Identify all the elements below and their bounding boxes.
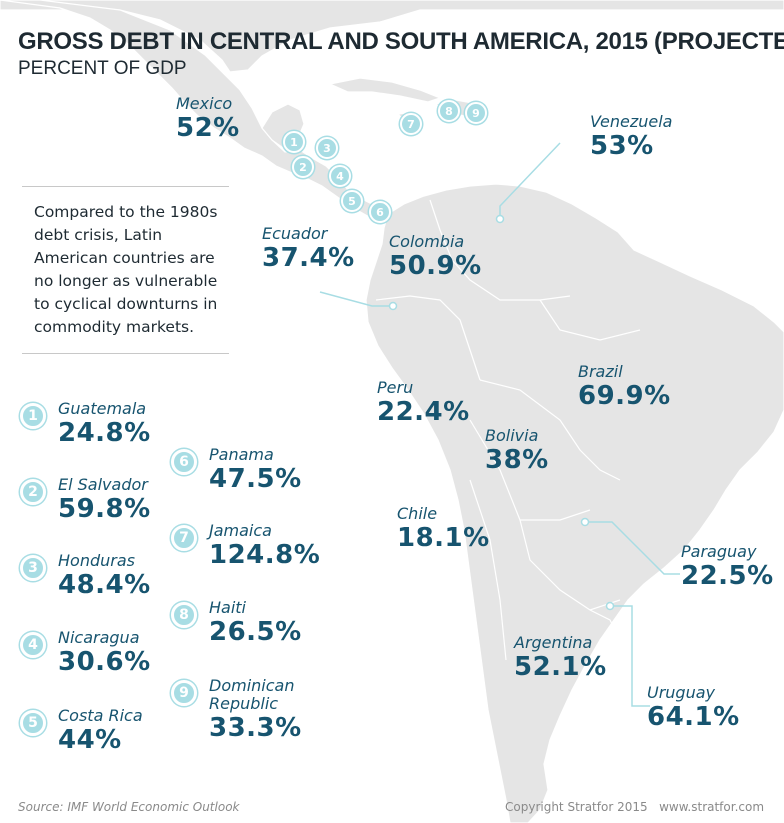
number-badge: 3 [20, 555, 46, 581]
country-label-chile: Chile 18.1% [397, 504, 490, 553]
legend-value: 44% [58, 725, 143, 755]
legend-name: Panama [209, 446, 302, 464]
legend-name: Guatemala [58, 400, 151, 418]
country-label-mexico: Mexico 52% [176, 94, 240, 143]
number-badge: 7 [171, 525, 197, 551]
map-marker-7: 7 [400, 113, 422, 135]
country-name: Argentina [514, 633, 607, 652]
legend-value: 33.3% [209, 713, 319, 743]
country-label-uruguay: Uruguay 64.1% [647, 683, 740, 732]
country-value: 22.4% [377, 397, 470, 427]
country-value: 50.9% [389, 251, 482, 281]
page-subtitle: PERCENT OF GDP [18, 58, 187, 80]
country-value: 52% [176, 113, 240, 143]
country-value: 69.9% [578, 381, 671, 411]
country-name: Peru [377, 378, 470, 397]
page-title: GROSS DEBT IN CENTRAL AND SOUTH AMERICA,… [18, 28, 784, 56]
legend-name: Dominican Republic [209, 677, 319, 713]
legend-name: Haiti [209, 599, 302, 617]
legend-value: 30.6% [58, 647, 151, 677]
number-badge: 2 [20, 479, 46, 505]
number-badge: 6 [171, 449, 197, 475]
country-label-peru: Peru 22.4% [377, 378, 470, 427]
map-marker-5: 5 [341, 190, 363, 212]
country-value: 38% [485, 445, 549, 475]
country-value: 52.1% [514, 652, 607, 682]
country-name: Colombia [389, 232, 482, 251]
country-name: Brazil [578, 362, 671, 381]
country-name: Chile [397, 504, 490, 523]
country-name: Paraguay [681, 542, 774, 561]
country-name: Bolivia [485, 426, 549, 445]
country-name: Venezuela [590, 112, 672, 131]
number-badge: 8 [171, 602, 197, 628]
number-badge: 4 [20, 632, 46, 658]
legend-value: 26.5% [209, 617, 302, 647]
map-marker-4: 4 [329, 165, 351, 187]
country-label-ecuador: Ecuador 37.4% [262, 224, 355, 273]
country-label-venezuela: Venezuela 53% [590, 112, 672, 161]
website-link[interactable]: www.stratfor.com [659, 800, 764, 814]
country-name: Mexico [176, 94, 240, 113]
legend-value: 48.4% [58, 570, 151, 600]
map-marker-1: 1 [283, 131, 305, 153]
country-label-brazil: Brazil 69.9% [578, 362, 671, 411]
legend-name: Jamaica [209, 522, 320, 540]
number-badge: 1 [20, 403, 46, 429]
country-label-bolivia: Bolivia 38% [485, 426, 549, 475]
cuba-island [330, 78, 440, 102]
copyright-text: Copyright Stratfor 2015 [505, 800, 648, 814]
legend-name: Nicaragua [58, 629, 151, 647]
country-label-paraguay: Paraguay 22.5% [681, 542, 774, 591]
number-badge: 5 [20, 710, 46, 736]
map-marker-2: 2 [292, 156, 314, 178]
map-marker-9: 9 [465, 102, 487, 124]
explanatory-note: Compared to the 1980s debt crisis, Latin… [22, 186, 229, 354]
map-marker-8: 8 [438, 100, 460, 122]
legend-value: 24.8% [58, 418, 151, 448]
legend-value: 47.5% [209, 464, 302, 494]
country-value: 64.1% [647, 702, 740, 732]
country-label-argentina: Argentina 52.1% [514, 633, 607, 682]
country-label-colombia: Colombia 50.9% [389, 232, 482, 281]
legend-name: El Salvador [58, 476, 151, 494]
country-value: 37.4% [262, 243, 355, 273]
copyright-note: Copyright Stratfor 2015 www.stratfor.com [505, 800, 764, 814]
legend-name: Costa Rica [58, 707, 143, 725]
source-note: Source: IMF World Economic Outlook [18, 800, 239, 814]
map-marker-3: 3 [316, 137, 338, 159]
legend-name: Honduras [58, 552, 151, 570]
country-value: 53% [590, 131, 672, 161]
country-value: 22.5% [681, 561, 774, 591]
country-name: Uruguay [647, 683, 740, 702]
country-name: Ecuador [262, 224, 355, 243]
legend-value: 124.8% [209, 540, 320, 570]
number-badge: 9 [171, 680, 197, 706]
country-value: 18.1% [397, 523, 490, 553]
map-marker-6: 6 [369, 201, 391, 223]
legend-value: 59.8% [58, 494, 151, 524]
